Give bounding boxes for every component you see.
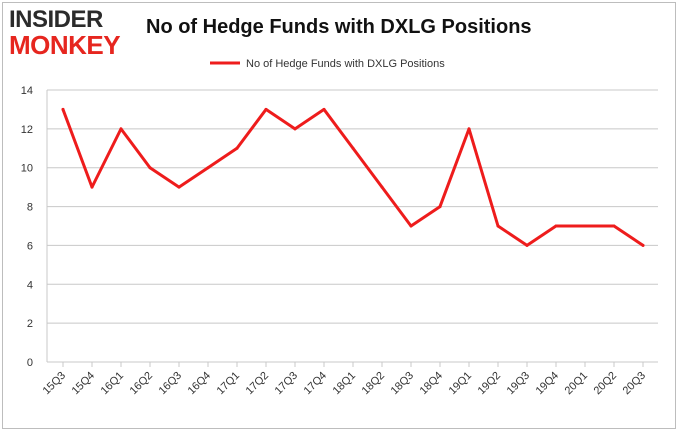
data-point-19Q3 <box>525 243 529 247</box>
data-point-20Q3 <box>641 243 645 247</box>
data-point-17Q1 <box>235 146 239 150</box>
data-point-15Q3 <box>61 107 65 111</box>
x-tick-19Q4: 19Q4 <box>534 370 562 398</box>
data-point-20Q1 <box>583 224 587 228</box>
x-tick-18Q1: 18Q1 <box>331 370 359 398</box>
data-point-16Q2 <box>148 166 152 170</box>
data-point-18Q1 <box>351 146 355 150</box>
data-point-17Q2 <box>264 107 268 111</box>
data-point-16Q1 <box>119 127 123 131</box>
data-point-18Q3 <box>409 224 413 228</box>
x-tick-16Q3: 16Q3 <box>157 370 185 398</box>
x-tick-20Q3: 20Q3 <box>621 370 649 398</box>
x-tick-20Q2: 20Q2 <box>592 370 620 398</box>
data-point-15Q4 <box>90 185 94 189</box>
chart-title: No of Hedge Funds with DXLG Positions <box>146 16 532 38</box>
data-point-16Q4 <box>206 166 210 170</box>
x-tick-16Q4: 16Q4 <box>186 370 214 398</box>
x-tick-18Q4: 18Q4 <box>418 370 446 398</box>
data-point-16Q3 <box>177 185 181 189</box>
data-point-17Q3 <box>293 127 297 131</box>
y-tick-4: 8 <box>27 202 33 214</box>
x-tick-19Q2: 19Q2 <box>476 370 504 398</box>
axes <box>46 90 658 367</box>
x-tick-17Q2: 17Q2 <box>244 370 272 398</box>
x-tick-17Q4: 17Q4 <box>302 370 330 398</box>
x-tick-15Q3: 15Q3 <box>41 370 69 398</box>
y-tick-0: 0 <box>27 357 33 369</box>
x-tick-17Q1: 17Q1 <box>215 370 243 398</box>
x-tick-19Q3: 19Q3 <box>505 370 533 398</box>
legend-label: No of Hedge Funds with DXLG Positions <box>246 58 445 70</box>
logo-line-1: INSIDER <box>9 6 103 33</box>
data-point-18Q4 <box>438 205 442 209</box>
x-tick-19Q1: 19Q1 <box>447 370 475 398</box>
y-tick-1: 2 <box>27 318 33 330</box>
x-tick-16Q2: 16Q2 <box>128 370 156 398</box>
y-tick-3: 6 <box>27 240 33 252</box>
x-tick-18Q2: 18Q2 <box>360 370 388 398</box>
x-tick-18Q3: 18Q3 <box>389 370 417 398</box>
x-tick-20Q1: 20Q1 <box>563 370 591 398</box>
y-tick-2: 4 <box>27 279 33 291</box>
data-point-19Q4 <box>554 224 558 228</box>
x-tick-16Q1: 16Q1 <box>99 370 127 398</box>
grid-lines <box>47 89 658 324</box>
chart-frame <box>2 2 676 429</box>
data-point-17Q4 <box>322 107 326 111</box>
y-tick-7: 14 <box>21 85 33 97</box>
y-tick-6: 12 <box>21 124 33 136</box>
legend: No of Hedge Funds with DXLG Positions <box>210 58 445 70</box>
data-point-18Q2 <box>380 185 384 189</box>
insider-monkey-logo: INSIDER MONKEY <box>9 6 129 60</box>
data-point-19Q1 <box>467 127 471 131</box>
data-point-20Q2 <box>612 224 616 228</box>
y-tick-5: 10 <box>21 163 33 175</box>
x-tick-15Q4: 15Q4 <box>70 370 98 398</box>
y-tick-labels: 0 2 4 6 8 10 12 14 <box>21 85 33 369</box>
x-tick-17Q3: 17Q3 <box>273 370 301 398</box>
data-point-19Q2 <box>496 224 500 228</box>
series-layer <box>61 107 645 247</box>
x-tick-labels: 15Q3 15Q4 16Q1 16Q2 16Q3 16Q4 17Q1 17Q2 17Q3 17Q4… <box>41 370 649 398</box>
logo-line-2: MONKEY <box>9 30 121 60</box>
